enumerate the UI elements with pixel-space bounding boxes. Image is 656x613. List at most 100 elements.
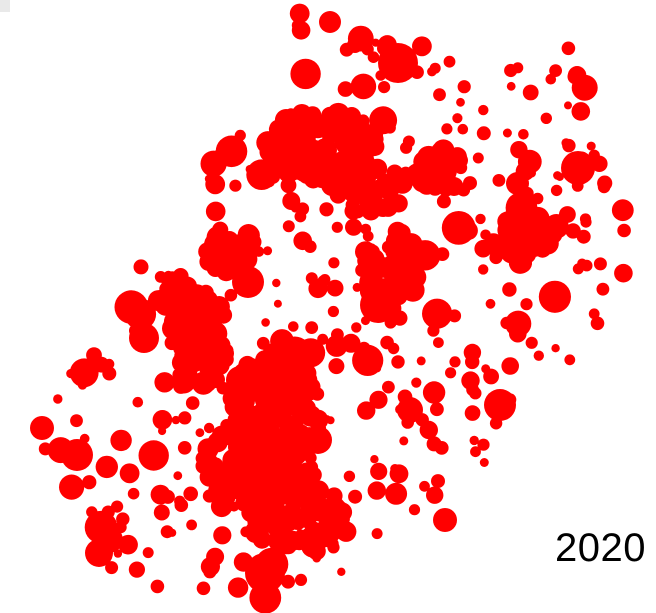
- dot: [578, 105, 589, 116]
- cluster-dot: [235, 393, 254, 412]
- dot: [430, 402, 444, 417]
- dot: [452, 113, 463, 124]
- cluster-dot: [331, 173, 355, 197]
- large-dot: [390, 251, 418, 279]
- dot: [281, 574, 295, 589]
- dot: [478, 104, 489, 116]
- cluster-dot: [198, 373, 217, 392]
- cluster-dot: [361, 249, 383, 271]
- dot: [82, 475, 97, 490]
- dot: [186, 519, 198, 531]
- dot: [263, 246, 273, 256]
- dot: [113, 549, 123, 558]
- dot: [288, 321, 299, 332]
- dot: [412, 36, 432, 57]
- dot: [110, 429, 132, 452]
- dot: [564, 101, 572, 110]
- dot: [104, 358, 115, 370]
- dot: [160, 525, 174, 539]
- dot: [174, 495, 186, 507]
- large-dot: [245, 553, 285, 593]
- dot: [485, 298, 496, 309]
- dot: [328, 358, 345, 375]
- dot: [460, 83, 469, 92]
- cluster-dot: [214, 470, 228, 483]
- dot: [133, 259, 149, 275]
- cluster-dot: [283, 384, 299, 400]
- dot: [203, 422, 215, 434]
- dot: [422, 298, 453, 329]
- large-dot: [378, 43, 418, 83]
- cluster-dot: [187, 284, 208, 305]
- dot: [457, 123, 469, 135]
- dot: [512, 62, 524, 74]
- cluster-dot: [321, 533, 336, 548]
- dot-layer: [30, 3, 634, 613]
- cluster-dot: [356, 124, 380, 148]
- dot: [426, 486, 444, 504]
- dot: [476, 126, 491, 141]
- large-dot: [516, 223, 550, 257]
- large-dot: [293, 8, 307, 22]
- dot: [402, 135, 415, 148]
- cluster-dot: [234, 458, 254, 478]
- large-dot: [129, 323, 159, 353]
- dot: [144, 444, 159, 458]
- cluster-dot: [174, 348, 189, 363]
- dot: [224, 288, 238, 302]
- dot: [291, 19, 304, 31]
- large-dot: [561, 151, 595, 185]
- dot: [173, 471, 183, 481]
- dot: [361, 43, 374, 56]
- dot: [431, 474, 445, 489]
- dot: [492, 174, 506, 187]
- dot: [177, 441, 192, 455]
- dot: [245, 164, 255, 174]
- dot: [430, 317, 441, 328]
- large-dot: [433, 508, 457, 532]
- cluster-dot: [199, 361, 215, 376]
- cluster-dot: [245, 358, 259, 371]
- dot: [341, 333, 361, 353]
- dot: [441, 123, 453, 135]
- cluster-dot: [210, 495, 233, 518]
- dot: [611, 199, 634, 222]
- dot: [159, 374, 172, 387]
- dot: [213, 149, 223, 159]
- dot: [422, 381, 446, 404]
- dot: [446, 219, 460, 233]
- dot: [95, 455, 119, 479]
- cluster-dot: [303, 378, 321, 396]
- dot: [525, 336, 538, 349]
- cluster-dot: [206, 259, 225, 277]
- dot: [565, 223, 581, 239]
- dot: [419, 480, 430, 492]
- dot: [371, 38, 380, 47]
- cluster-dot: [310, 409, 323, 422]
- cluster-dot: [223, 249, 245, 271]
- dot: [370, 455, 379, 464]
- dot: [465, 354, 480, 370]
- cluster-dot: [344, 202, 362, 220]
- cluster-dot: [263, 343, 279, 359]
- dot: [234, 129, 246, 141]
- dot: [282, 220, 295, 233]
- dot: [171, 415, 181, 425]
- cluster-dot: [345, 131, 358, 144]
- dot: [59, 474, 85, 500]
- cluster-dot: [335, 515, 349, 529]
- cluster-dot: [222, 427, 240, 445]
- large-dot: [360, 287, 396, 323]
- dot: [469, 435, 479, 446]
- dot: [408, 504, 421, 516]
- cluster-dot: [286, 464, 299, 476]
- dot: [378, 81, 391, 94]
- dot: [461, 371, 480, 390]
- dot: [419, 420, 438, 440]
- dot: [588, 308, 600, 320]
- large-dot: [61, 439, 93, 471]
- dot: [411, 377, 422, 388]
- dot: [367, 481, 386, 500]
- year-label: 2020: [555, 526, 646, 570]
